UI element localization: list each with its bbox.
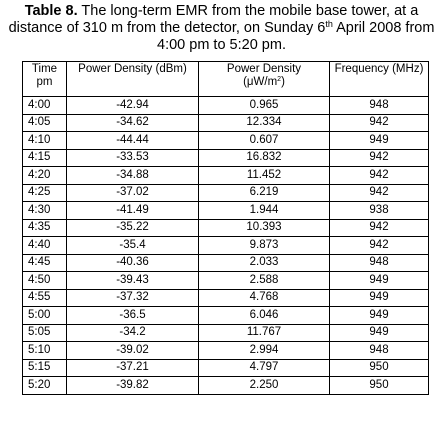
frequency-cell: 948	[329, 253, 429, 272]
dbm-cell: -36.5	[66, 306, 199, 325]
uw-cell: 2.588	[198, 271, 330, 290]
dbm-cell: -39.43	[66, 271, 199, 290]
frequency-cell: 948	[329, 341, 429, 360]
time-cell: 5:00	[22, 306, 67, 325]
time-cell: 4:15	[22, 148, 67, 167]
uw-cell: 10.393	[198, 218, 330, 237]
table-body: 4:00 -42.94 0.965 948 4:05 -34.62 12.334 942 4:1…	[22, 96, 429, 395]
table-row: 4:15 -33.53 16.832 942	[22, 148, 429, 167]
dbm-cell: -35.22	[66, 218, 199, 237]
time-cell: 5:10	[22, 341, 67, 360]
frequency-cell: 942	[329, 148, 429, 167]
frequency-cell: 942	[329, 183, 429, 202]
header-time: Time pm	[22, 61, 67, 97]
header-frequency: Frequency (MHz)	[329, 61, 429, 97]
uw-cell: 9.873	[198, 236, 330, 255]
dbm-cell: -44.44	[66, 131, 199, 150]
table-row: 4:10 -44.44 0.607 949	[22, 131, 429, 150]
table-row: 5:00 -36.5 6.046 949	[22, 306, 429, 325]
dbm-cell: -37.21	[66, 358, 199, 377]
frequency-cell: 942	[329, 113, 429, 132]
table-row: 4:30 -41.49 1.944 938	[22, 201, 429, 220]
time-cell: 5:20	[22, 376, 67, 395]
uw-cell: 2.033	[198, 253, 330, 272]
dbm-cell: -33.53	[66, 148, 199, 167]
uw-cell: 0.965	[198, 96, 330, 115]
uw-cell: 4.797	[198, 358, 330, 377]
caption-label: Table 8.	[24, 3, 78, 19]
dbm-cell: -34.88	[66, 166, 199, 185]
dbm-cell: -34.2	[66, 323, 199, 342]
table-row: 4:40 -35.4 9.873 942	[22, 236, 429, 255]
table-row: 4:00 -42.94 0.965 948	[22, 96, 429, 115]
header-power-density-dbm: Power Density (dBm)	[66, 61, 199, 97]
uw-cell: 2.250	[198, 376, 330, 395]
frequency-cell: 950	[329, 376, 429, 395]
caption-line2: distance of 310 m from the detector, on …	[8, 20, 326, 36]
frequency-cell: 948	[329, 96, 429, 115]
dbm-cell: -37.32	[66, 288, 199, 307]
uw-cell: 6.219	[198, 183, 330, 202]
uw-cell: 12.334	[198, 113, 330, 132]
frequency-cell: 942	[329, 218, 429, 237]
table-row: 4:25 -37.02 6.219 942	[22, 183, 429, 202]
caption-line2-tail: April 2008 from	[332, 20, 435, 36]
uw-cell: 11.767	[198, 323, 330, 342]
table-row: 5:05 -34.2 11.767 949	[22, 323, 429, 342]
table-row: 4:45 -40.36 2.033 948	[22, 253, 429, 272]
dbm-cell: -35.4	[66, 236, 199, 255]
time-cell: 4:55	[22, 288, 67, 307]
frequency-cell: 949	[329, 131, 429, 150]
dbm-cell: -34.62	[66, 113, 199, 132]
time-cell: 5:05	[22, 323, 67, 342]
time-cell: 4:50	[22, 271, 67, 290]
table-row: 4:50 -39.43 2.588 949	[22, 271, 429, 290]
frequency-cell: 942	[329, 166, 429, 185]
table-row: 5:15 -37.21 4.797 950	[22, 358, 429, 377]
dbm-cell: -39.02	[66, 341, 199, 360]
table-caption: Table 8. The long-term EMR from the mobi…	[0, 3, 443, 54]
uw-cell: 4.768	[198, 288, 330, 307]
table-header-row: Time pm Power Density (dBm) Power Density…	[22, 61, 429, 97]
uw-cell: 2.994	[198, 341, 330, 360]
caption-line1: The long-term EMR from the mobile base t…	[81, 3, 419, 19]
table-row: 4:35 -35.22 10.393 942	[22, 218, 429, 237]
header-power-density-uw: Power Density (μW/m2)	[198, 61, 330, 97]
time-cell: 5:15	[22, 358, 67, 377]
time-cell: 4:45	[22, 253, 67, 272]
time-cell: 4:40	[22, 236, 67, 255]
time-cell: 4:00	[22, 96, 67, 115]
caption-superscript: th	[325, 19, 333, 29]
dbm-cell: -37.02	[66, 183, 199, 202]
frequency-cell: 949	[329, 271, 429, 290]
frequency-cell: 950	[329, 358, 429, 377]
dbm-cell: -39.82	[66, 376, 199, 395]
table-row: 5:20 -39.82 2.250 950	[22, 376, 429, 395]
uw-cell: 1.944	[198, 201, 330, 220]
time-cell: 4:35	[22, 218, 67, 237]
dbm-cell: -40.36	[66, 253, 199, 272]
table-row: 4:20 -34.88 11.452 942	[22, 166, 429, 185]
emr-data-table: Time pm Power Density (dBm) Power Density…	[22, 61, 429, 395]
dbm-cell: -42.94	[66, 96, 199, 115]
frequency-cell: 949	[329, 288, 429, 307]
frequency-cell: 938	[329, 201, 429, 220]
caption-line3: 4:00 pm to 5:20 pm.	[157, 37, 286, 53]
time-cell: 4:20	[22, 166, 67, 185]
dbm-cell: -41.49	[66, 201, 199, 220]
time-cell: 4:30	[22, 201, 67, 220]
time-cell: 4:10	[22, 131, 67, 150]
table-row: 4:55 -37.32 4.768 949	[22, 288, 429, 307]
frequency-cell: 949	[329, 306, 429, 325]
table-row: 4:05 -34.62 12.334 942	[22, 113, 429, 132]
table-row: 5:10 -39.02 2.994 948	[22, 341, 429, 360]
time-cell: 4:25	[22, 183, 67, 202]
uw-cell: 0.607	[198, 131, 330, 150]
uw-cell: 6.046	[198, 306, 330, 325]
frequency-cell: 942	[329, 236, 429, 255]
time-cell: 4:05	[22, 113, 67, 132]
uw-cell: 16.832	[198, 148, 330, 167]
frequency-cell: 949	[329, 323, 429, 342]
uw-cell: 11.452	[198, 166, 330, 185]
